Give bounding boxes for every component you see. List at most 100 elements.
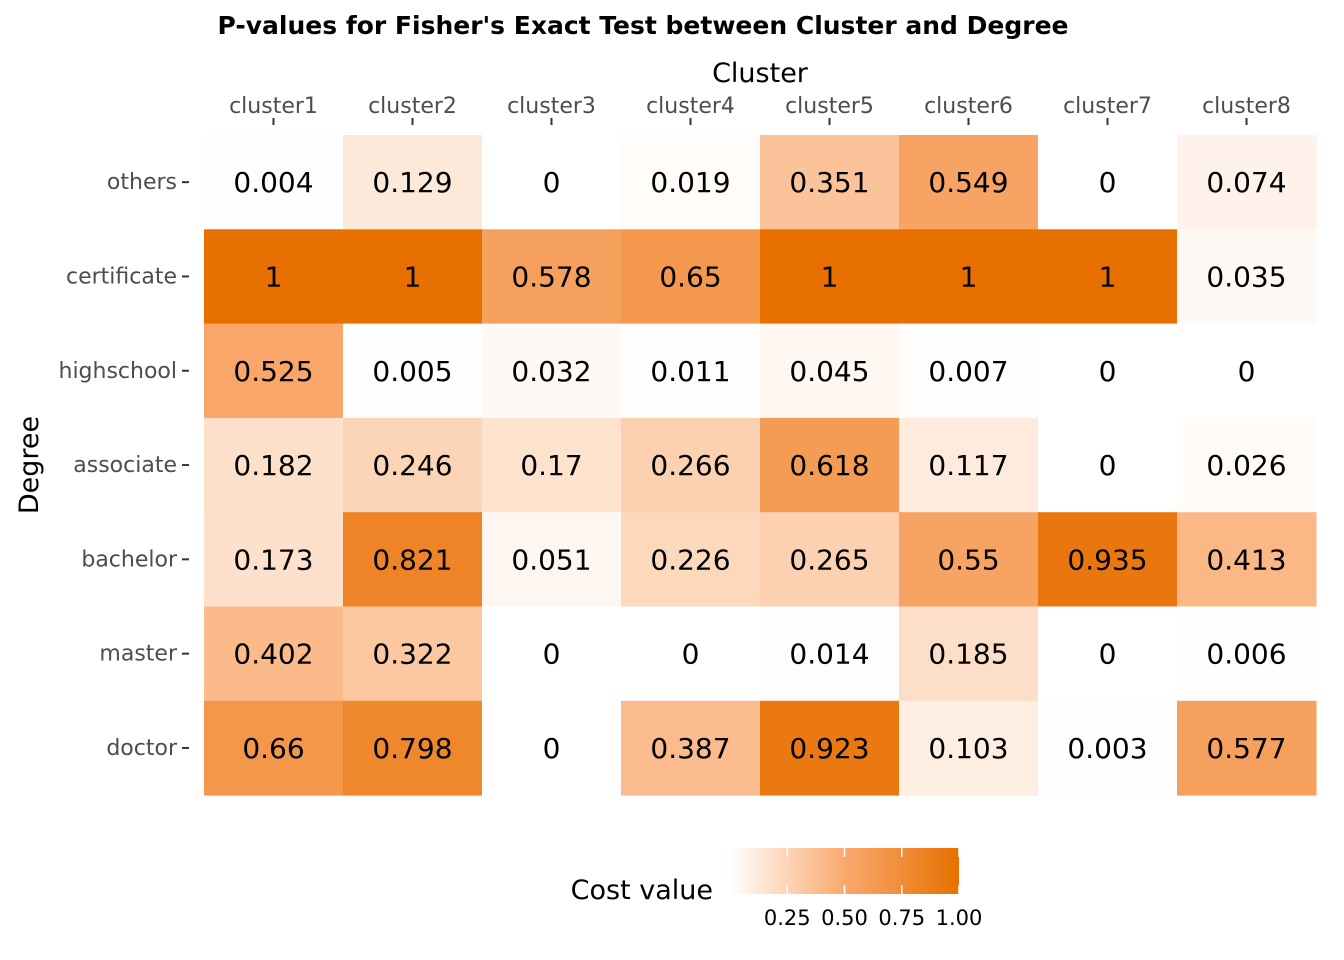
heatmap-cell (899, 323, 1039, 419)
cell-value-label: 0.798 (372, 732, 452, 765)
heatmap-cells: 0.004 0.129 0 0.019 0.351 0.549 0 0.074 1 1 0.578 0… (204, 135, 1317, 796)
heatmap-cell (1038, 512, 1178, 607)
heatmap-cell (343, 229, 483, 325)
heatmap-cell (343, 135, 483, 230)
heatmap-cell (760, 606, 900, 702)
cell-value-label: 0.004 (233, 166, 313, 199)
heatmap-cell (204, 606, 344, 702)
heatmap-cell (343, 417, 483, 513)
heatmap-cell (343, 700, 483, 796)
heatmap-cell (760, 700, 900, 796)
cell-value-label: 0.402 (233, 638, 313, 671)
heatmap-cell (621, 323, 761, 419)
heatmap-cell (899, 417, 1039, 513)
cell-value-label: 0.117 (928, 449, 1008, 482)
heatmap-cell (1038, 417, 1178, 513)
cell-value-label: 0 (543, 732, 561, 765)
heatmap-cell (1038, 606, 1178, 702)
cell-value-label: 0.387 (650, 732, 730, 765)
cell-value-label: 0.074 (1206, 166, 1286, 199)
cell-value-label: 0.66 (242, 732, 304, 765)
cell-value-label: 0.351 (789, 166, 869, 199)
cell-value-label: 0.007 (928, 355, 1008, 388)
legend-tick-label: 0.75 (878, 906, 925, 930)
heatmap-cell (482, 700, 622, 796)
heatmap-cell (204, 229, 344, 325)
heatmap-cell (482, 229, 622, 325)
heatmap-cell (482, 606, 622, 702)
y-tick-label: certificate (66, 264, 177, 289)
cell-value-label: 0 (682, 638, 700, 671)
y-tick-label: doctor (106, 736, 178, 761)
cell-value-label: 0.65 (659, 260, 721, 293)
heatmap-cell (204, 323, 344, 419)
cell-value-label: 0 (543, 638, 561, 671)
cell-value-label: 0.578 (511, 260, 591, 293)
chart-title: P-values for Fisher's Exact Test between… (218, 11, 1069, 40)
cell-value-label: 0.182 (233, 449, 313, 482)
cell-value-label: 0.032 (511, 355, 591, 388)
cell-value-label: 0.014 (789, 638, 869, 671)
heatmap-cell (204, 700, 344, 796)
heatmap-cell (760, 417, 900, 513)
heatmap-cell (1177, 606, 1317, 702)
heatmap-cell (621, 606, 761, 702)
cell-value-label: 0.923 (789, 732, 869, 765)
cell-value-label: 0.045 (789, 355, 869, 388)
y-tick-label: others (107, 170, 177, 195)
heatmap-cell (621, 135, 761, 230)
x-axis-title: Cluster (712, 58, 809, 89)
y-tick-label: bachelor (81, 547, 178, 572)
cell-value-label: 0 (543, 166, 561, 199)
cell-value-label: 0.525 (233, 355, 313, 388)
heatmap-cell (621, 700, 761, 796)
y-tick-label: highschool (59, 359, 178, 384)
cell-value-label: 0.006 (1206, 638, 1286, 671)
cell-value-label: 0.226 (650, 543, 730, 576)
heatmap-cell (1177, 417, 1317, 513)
cell-value-label: 1 (821, 260, 839, 293)
cell-value-label: 0.185 (928, 638, 1008, 671)
cell-value-label: 0.026 (1206, 449, 1286, 482)
x-tick-label: cluster4 (646, 94, 735, 119)
heatmap-cell (1038, 323, 1178, 419)
heatmap-cell (204, 512, 344, 607)
cell-value-label: 1 (404, 260, 422, 293)
heatmap-cell (760, 323, 900, 419)
heatmap-cell (343, 606, 483, 702)
cell-value-label: 0.577 (1206, 732, 1286, 765)
heatmap-cell (1177, 323, 1317, 419)
cell-value-label: 0 (1099, 449, 1117, 482)
legend-title: Cost value (571, 875, 713, 906)
heatmap-cell (899, 700, 1039, 796)
x-tick-label: cluster7 (1063, 94, 1152, 119)
heatmap-cell (621, 512, 761, 607)
cell-value-label: 0.129 (372, 166, 452, 199)
cell-value-label: 0.051 (511, 543, 591, 576)
y-tick-label: associate (73, 453, 177, 478)
x-tick-label: cluster5 (785, 94, 874, 119)
cell-value-label: 0.173 (233, 543, 313, 576)
heatmap-cell (899, 135, 1039, 230)
cell-value-label: 0 (1099, 355, 1117, 388)
x-tick-label: cluster1 (229, 94, 318, 119)
heatmap-cell (204, 135, 344, 230)
heatmap-cell (482, 417, 622, 513)
legend-tick-label: 1.00 (936, 906, 983, 930)
x-tick-label: cluster8 (1202, 94, 1291, 119)
legend-ticks: 0.25 0.50 0.75 1.00 (764, 848, 983, 930)
cell-value-label: 0.618 (789, 449, 869, 482)
x-tick-label: cluster3 (507, 94, 596, 119)
cell-value-label: 0.549 (928, 166, 1008, 199)
heatmap-cell (899, 512, 1039, 607)
heatmap-cell (621, 417, 761, 513)
heatmap-cell (760, 512, 900, 607)
cell-value-label: 0.103 (928, 732, 1008, 765)
cell-value-label: 0.005 (372, 355, 452, 388)
cell-value-label: 0.266 (650, 449, 730, 482)
heatmap-cell (482, 512, 622, 607)
cell-value-label: 0.821 (372, 543, 452, 576)
y-tick-label: master (99, 642, 178, 667)
heatmap-cell (621, 229, 761, 325)
